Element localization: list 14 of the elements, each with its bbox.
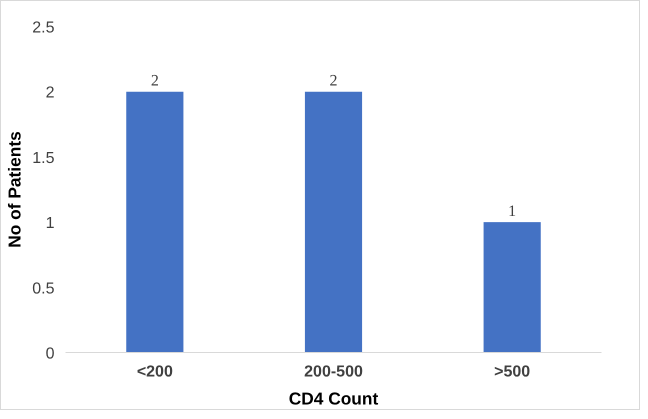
data-label: 1 [508, 203, 516, 220]
x-tick-label: >500 [494, 364, 530, 380]
x-tick-label: <200 [136, 364, 173, 380]
y-axis-title: No of Patients [4, 131, 24, 248]
x-axis-title: CD4 Count [288, 388, 378, 408]
data-label: 2 [150, 72, 159, 90]
y-tick-label: 2 [46, 84, 55, 102]
y-tick-label: 1.5 [32, 150, 55, 167]
x-tick-label: 200-500 [304, 364, 363, 380]
y-tick-label: 0 [46, 346, 55, 362]
y-tick-label: 2.5 [32, 20, 55, 36]
data-label: 2 [330, 72, 338, 90]
y-tick-label: 1 [46, 215, 55, 232]
y-tick-label: 0.5 [32, 280, 55, 298]
